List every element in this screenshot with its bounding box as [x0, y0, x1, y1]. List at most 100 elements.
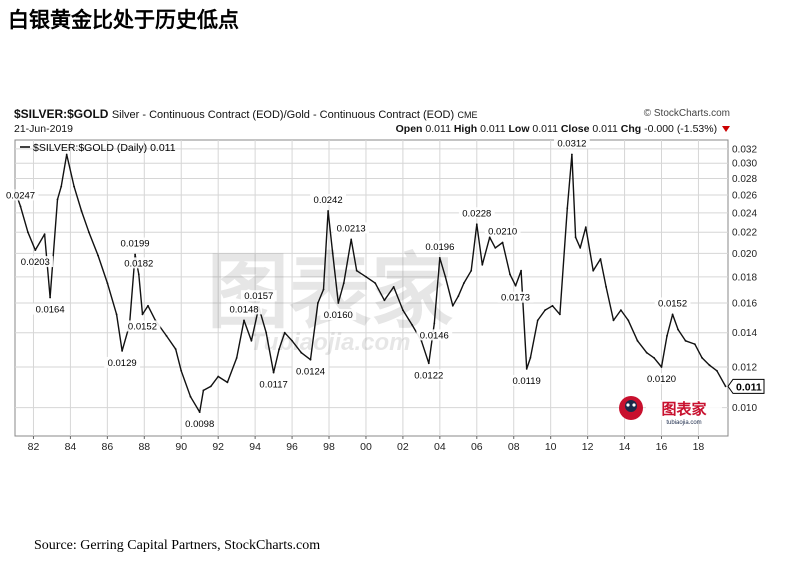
data-point: [645, 351, 648, 354]
watermark-url: Tubiaojia.com: [250, 329, 411, 356]
data-point: [427, 362, 430, 365]
y-tick-label: 0.026: [732, 191, 757, 202]
x-tick-label: 16: [656, 441, 668, 453]
x-tick-label: 08: [508, 441, 520, 453]
annotation-bg: [2, 189, 39, 201]
data-label: 0.0210: [488, 227, 517, 238]
legend: $SILVER:$GOLD (Daily) 0.011: [20, 142, 176, 154]
data-point: [350, 238, 353, 241]
data-point: [584, 226, 587, 229]
data-label: 0.0148: [230, 304, 259, 315]
data-point: [444, 275, 447, 278]
data-point: [501, 241, 504, 244]
y-tick-label: 0.032: [732, 144, 757, 155]
y-tick-label: 0.016: [732, 299, 757, 310]
data-point: [43, 233, 46, 236]
annotation-bg: [292, 365, 329, 377]
annotation-bg: [484, 225, 521, 237]
chart-header: $SILVER:$GOLD Silver - Continuous Contra…: [14, 107, 730, 143]
data-point: [599, 258, 602, 260]
data-point: [701, 357, 703, 359]
annotation-bg: [124, 320, 161, 332]
data-point: [121, 350, 123, 352]
close-label: Close: [560, 123, 590, 135]
data-point: [265, 331, 268, 334]
watermark-text: 图表家: [207, 245, 453, 340]
annotation-layer: 0.0247 0.0203 0.0164 0.0129 0.0199 0.0182 0.01…: [2, 137, 691, 430]
data-point: [337, 302, 340, 304]
data-point: [217, 375, 220, 378]
data-label: 0.0182: [124, 258, 153, 269]
series-line: [14, 153, 727, 413]
annotation-bg: [416, 329, 453, 341]
annotation-bg: [120, 257, 157, 269]
annotation-bg: [333, 222, 370, 234]
down-arrow-icon: [722, 126, 730, 133]
x-tick-label: 10: [545, 441, 557, 453]
data-point: [620, 309, 622, 311]
data-point: [115, 313, 118, 316]
data-point: [677, 328, 679, 331]
x-tick-label: 04: [434, 441, 446, 453]
data-point: [317, 302, 319, 304]
data-point: [605, 286, 607, 288]
data-point: [80, 210, 83, 212]
data-point: [209, 385, 212, 388]
watermark: 图表家 Tubiaojia.com: [207, 245, 453, 356]
ohlc-readout: Open 0.011 High 0.011 Low 0.011 Close 0.…: [396, 123, 730, 135]
data-label: 0.0098: [185, 419, 214, 430]
data-point: [529, 357, 532, 359]
low-label: Low: [508, 123, 530, 135]
x-tick-label: 90: [175, 441, 187, 453]
y-tick-label: 0.022: [732, 228, 757, 239]
data-point: [137, 273, 140, 276]
y-tick-label: 0.020: [732, 249, 757, 260]
annotation-bg: [32, 303, 68, 315]
data-point: [451, 304, 454, 307]
annotation-bg: [226, 303, 262, 315]
annotation-bg: [181, 418, 218, 430]
data-point: [60, 185, 63, 188]
data-label: 0.0122: [414, 370, 443, 381]
x-tick-label: 88: [138, 441, 150, 453]
data-point: [420, 339, 423, 342]
data-point: [509, 273, 511, 276]
data-point: [327, 210, 329, 212]
x-tick-label: 00: [360, 441, 372, 453]
data-point: [457, 295, 460, 298]
data-point: [488, 236, 491, 239]
data-point: [671, 313, 674, 316]
data-label: 0.0152: [658, 298, 687, 309]
low-value: 0.011: [532, 123, 558, 135]
data-label: 0.0213: [337, 223, 366, 234]
x-tick-label: 98: [323, 441, 335, 453]
data-label: 0.0152: [128, 321, 157, 332]
data-label: 0.0173: [501, 293, 530, 304]
x-tick-label: 92: [212, 441, 224, 453]
data-point: [666, 335, 668, 337]
close-value: 0.011: [592, 123, 618, 135]
data-point: [514, 284, 517, 287]
high-label: High: [453, 123, 478, 135]
data-point: [97, 254, 99, 257]
source-note: Source: Gerring Capital Partners, StockC…: [34, 538, 321, 553]
data-point: [716, 369, 718, 372]
series-layer: [14, 153, 727, 413]
data-point: [243, 319, 245, 322]
open-label: Open: [395, 123, 423, 135]
data-point: [141, 313, 144, 316]
axes: 82 84 86 88 90 92 94 96 98 00 02 04 06 08 10 12 14 16 18 0.…: [28, 144, 765, 453]
data-point: [106, 282, 109, 284]
data-label: 0.0164: [36, 305, 65, 316]
data-point: [566, 207, 569, 210]
data-point: [574, 236, 577, 239]
data-point: [660, 366, 663, 368]
annotation-bg: [410, 369, 447, 381]
data-point: [653, 357, 655, 359]
stockcharts-brand[interactable]: © StockCharts.com: [643, 108, 730, 119]
x-tick-label: 14: [619, 441, 631, 453]
data-point: [544, 309, 546, 311]
data-point: [322, 288, 325, 291]
data-point: [559, 313, 561, 316]
